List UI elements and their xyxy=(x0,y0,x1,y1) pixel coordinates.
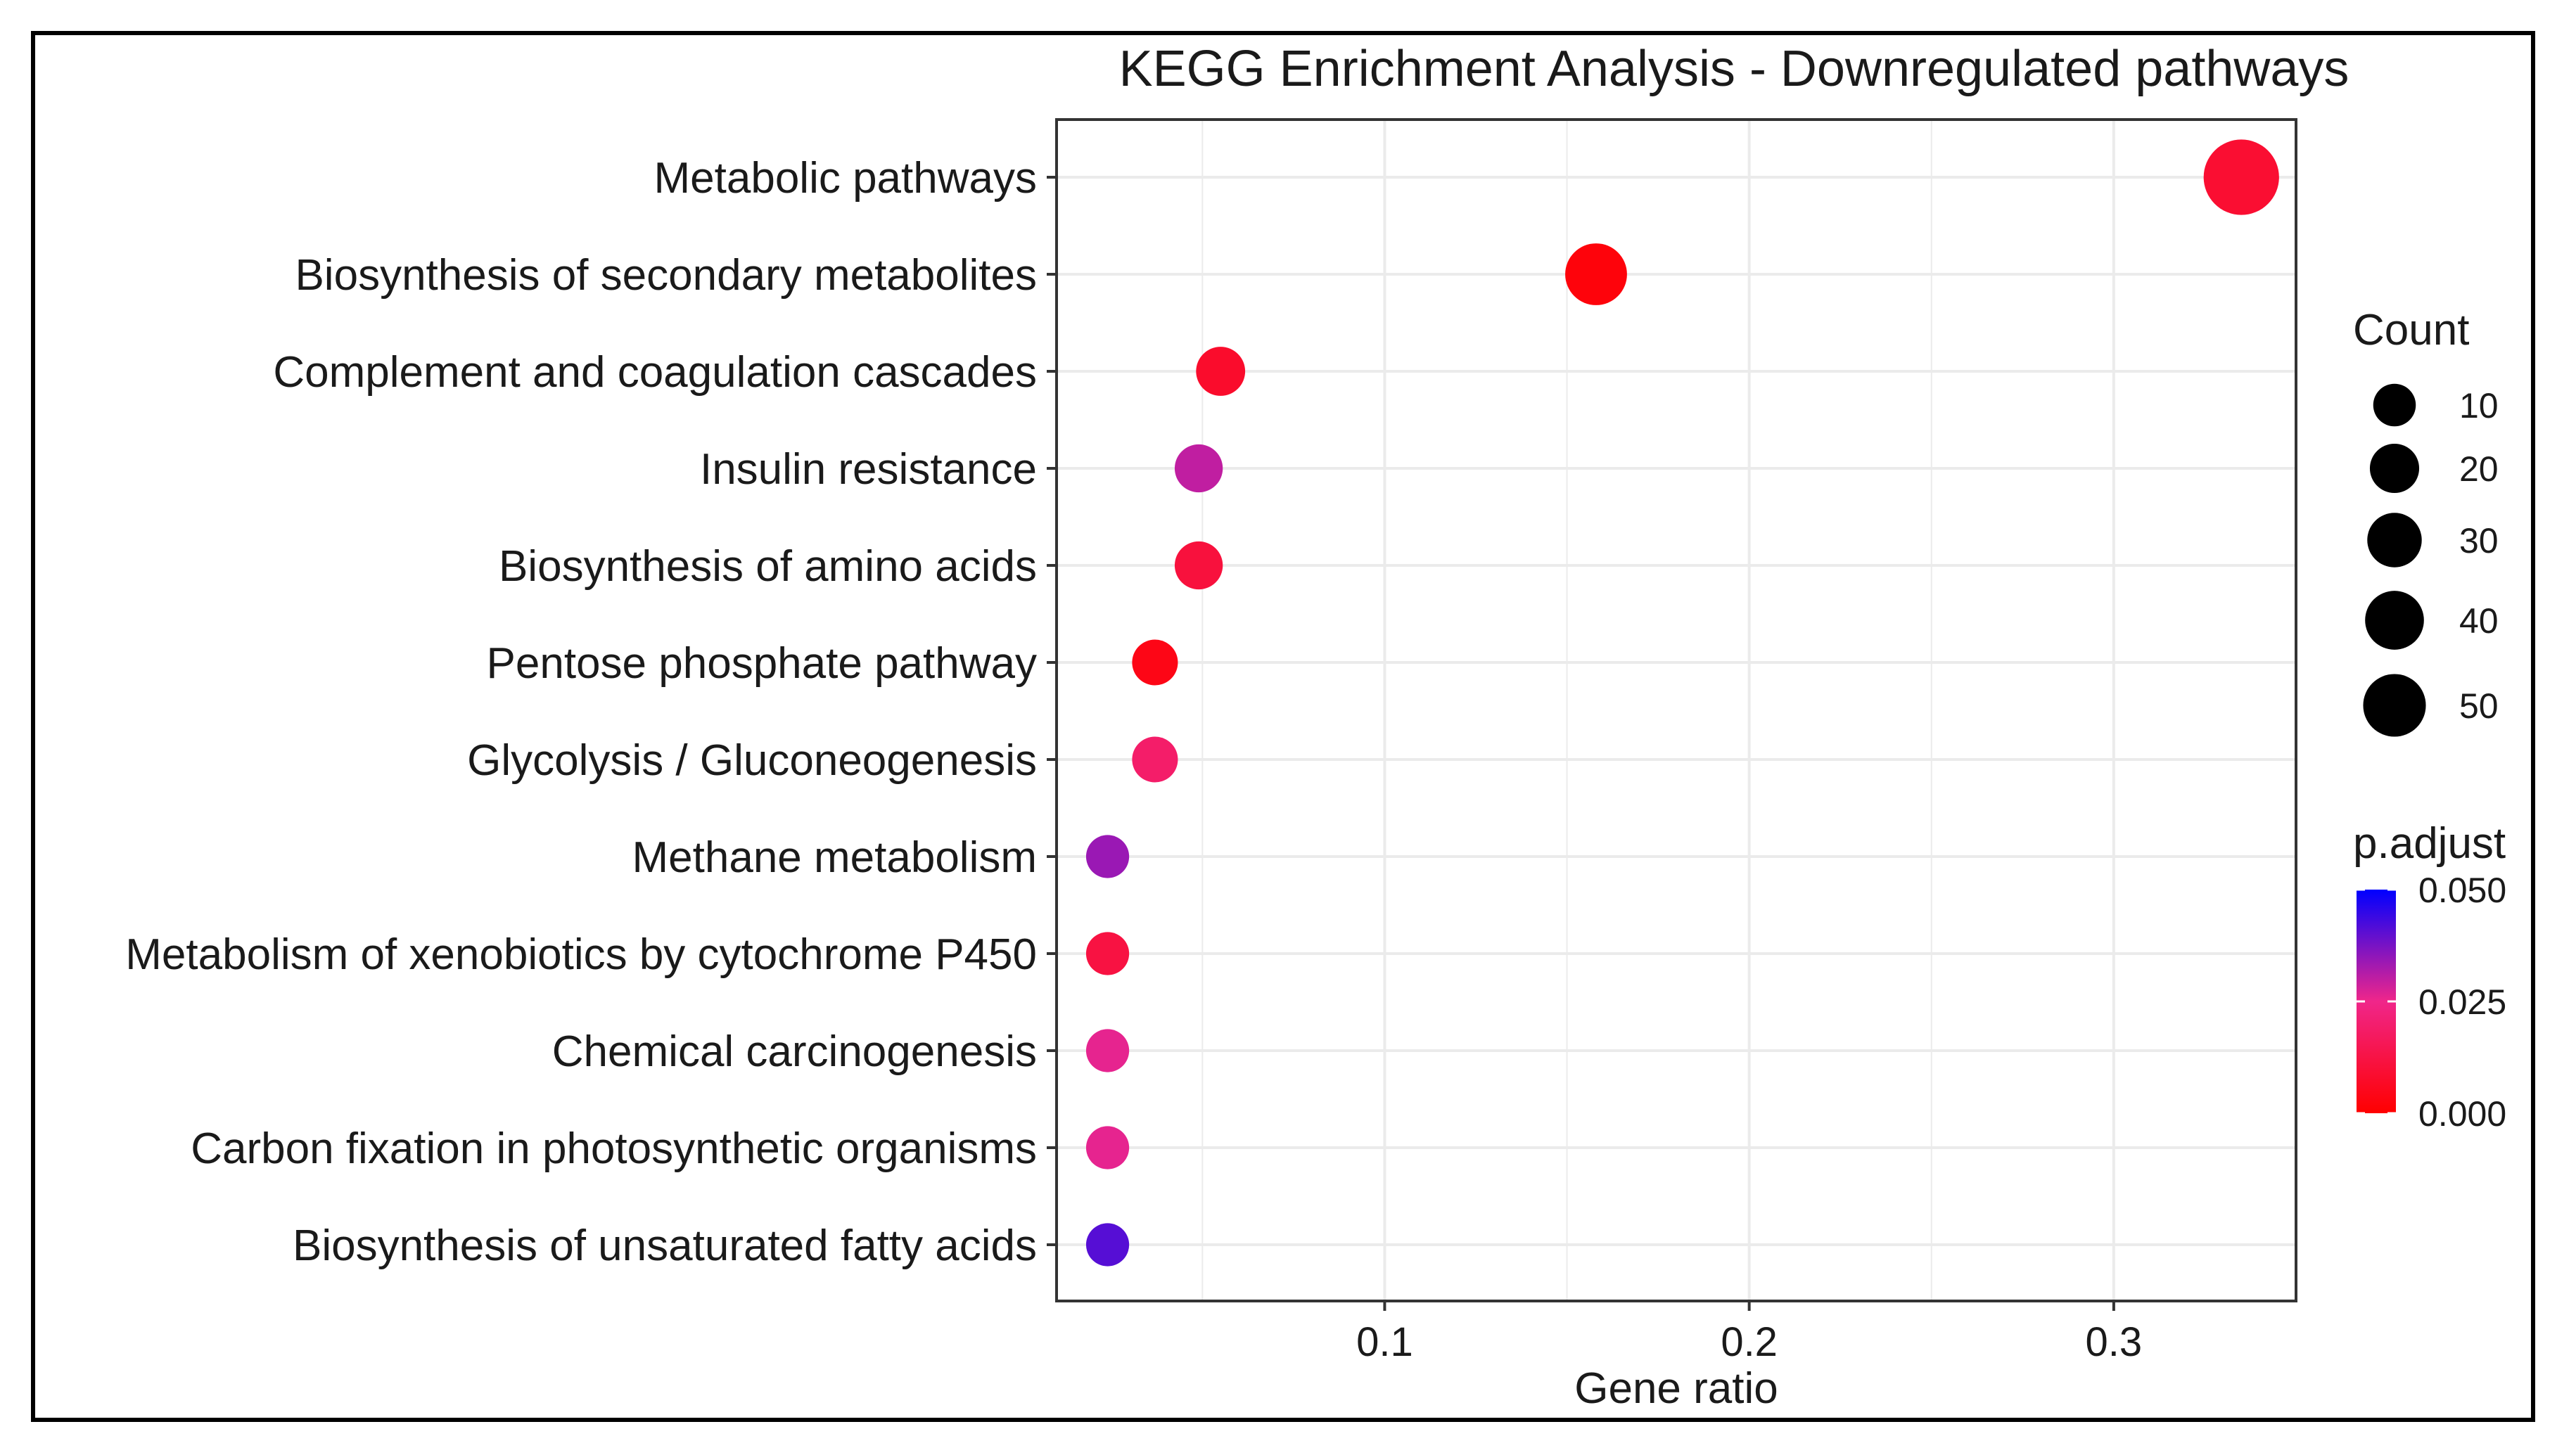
y-tick-label: Biosynthesis of amino acids xyxy=(499,542,1037,591)
chart-title: KEGG Enrichment Analysis - Downregulated… xyxy=(1119,41,2349,97)
colorbar-label: 0.000 xyxy=(2418,1094,2506,1134)
y-tick-label: Biosynthesis of secondary metabolites xyxy=(295,251,1037,300)
data-point xyxy=(1565,243,1627,305)
data-point xyxy=(1085,835,1130,878)
data-point xyxy=(1085,1029,1130,1072)
y-tick-label: Metabolism of xenobiotics by cytochrome … xyxy=(125,930,1037,979)
x-tick-label: 0.1 xyxy=(1356,1319,1413,1365)
y-tick-label: Insulin resistance xyxy=(700,445,1037,494)
count-legend-dot xyxy=(2365,591,2424,650)
y-tick-label: Chemical carcinogenesis xyxy=(552,1027,1037,1076)
colorbar-label: 0.025 xyxy=(2418,982,2506,1022)
padjust-legend-title: p.adjust xyxy=(2353,819,2506,868)
count-legend-label: 30 xyxy=(2459,521,2499,560)
count-legend-dot xyxy=(2369,443,2420,494)
count-legend: Count 10 20 30 40 50 xyxy=(2353,306,2499,737)
data-point xyxy=(1132,639,1178,686)
x-tick-label: 0.2 xyxy=(1721,1319,1778,1365)
y-tick-label: Glycolysis / Gluconeogenesis xyxy=(467,736,1037,785)
y-tick-label: Methane metabolism xyxy=(632,833,1038,882)
plot-panel-border xyxy=(1055,118,2297,1302)
count-legend-dot xyxy=(2373,383,2416,427)
figure-frame xyxy=(31,31,2535,1422)
y-tick-label: Pentose phosphate pathway xyxy=(487,639,1037,688)
y-tick-label: Metabolic pathways xyxy=(654,154,1038,203)
data-point xyxy=(1174,541,1223,590)
count-legend-dot xyxy=(2367,513,2422,568)
data-point xyxy=(1196,347,1246,396)
data-point xyxy=(2203,139,2279,215)
data-point xyxy=(1174,444,1223,493)
data-point xyxy=(1085,932,1130,975)
count-legend-label: 50 xyxy=(2459,686,2499,726)
padjust-legend: p.adjust 0.050 0.025 0.000 xyxy=(2353,819,2506,1134)
count-legend-label: 10 xyxy=(2459,386,2499,425)
y-tick-label: Biosynthesis of unsaturated fatty acids xyxy=(293,1222,1037,1270)
data-point xyxy=(1132,736,1178,783)
horizontal-gridlines xyxy=(1057,176,2296,1246)
y-tick-label: Carbon fixation in photosynthetic organi… xyxy=(191,1124,1037,1173)
count-legend-title: Count xyxy=(2353,306,2469,354)
y-axis: Metabolic pathways Biosynthesis of second… xyxy=(125,154,1057,1270)
data-point xyxy=(1085,1126,1130,1169)
vertical-gridlines xyxy=(1201,120,2115,1301)
y-tick-label: Complement and coagulation cascades xyxy=(273,348,1037,397)
data-points xyxy=(1085,139,2279,1267)
count-legend-label: 20 xyxy=(2459,449,2499,489)
count-legend-dot xyxy=(2363,674,2426,737)
count-legend-label: 40 xyxy=(2459,601,2499,641)
x-axis: 0.1 0.2 0.3 xyxy=(1356,1301,2142,1365)
x-tick-label: 0.3 xyxy=(2086,1319,2143,1365)
data-point xyxy=(1085,1223,1130,1267)
colorbar-label: 0.050 xyxy=(2418,871,2506,910)
x-axis-label: Gene ratio xyxy=(1574,1364,1778,1413)
